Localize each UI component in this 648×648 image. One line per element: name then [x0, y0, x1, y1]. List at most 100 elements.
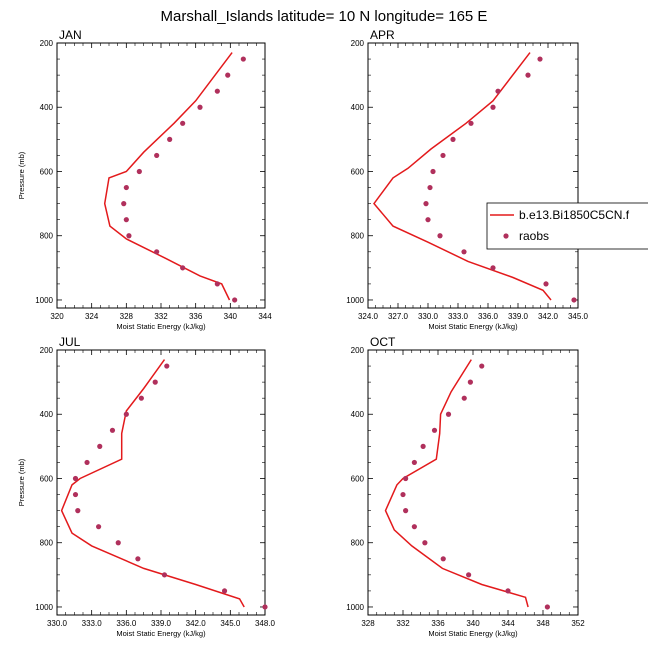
raobs-point: [425, 217, 431, 223]
raobs-point: [123, 411, 129, 417]
legend-entry-raobs: raobs: [519, 229, 549, 243]
raobs-point: [571, 297, 577, 303]
raobs-point: [423, 201, 429, 207]
legend-box: [486, 202, 648, 250]
model-series-line: [103, 52, 233, 301]
plot-frame: [56, 349, 266, 616]
x-tick-label: 333.0: [448, 312, 469, 321]
raobs-point: [197, 104, 203, 110]
x-tick-label: 339.0: [508, 312, 529, 321]
raobs-point: [543, 281, 549, 287]
raobs-point: [427, 184, 433, 191]
y-tick-label: 400: [351, 410, 365, 419]
raobs-point: [138, 395, 144, 401]
raobs-point: [97, 443, 103, 449]
raobs-point: [126, 233, 132, 239]
raobs-point: [440, 556, 446, 562]
chart-title: Marshall_Islands latitude= 10 N longitud…: [160, 8, 488, 25]
x-tick-label: 333.0: [82, 619, 103, 628]
x-axis-label: Moist Static Energy (kJ/kg): [428, 322, 518, 331]
raobs-point: [490, 265, 496, 271]
x-tick-label: 328: [361, 619, 375, 628]
raobs-point: [161, 572, 168, 578]
raobs-point: [115, 540, 121, 546]
raobs-point: [240, 56, 246, 62]
panel-title: APR: [370, 28, 395, 42]
model-series-line: [384, 359, 529, 608]
x-tick-label: 348: [536, 619, 550, 628]
raobs-point: [262, 604, 268, 610]
x-tick-label: 330.0: [418, 312, 439, 321]
x-tick-label: 332: [154, 312, 168, 321]
y-tick-label: 800: [351, 539, 365, 548]
y-tick-label: 600: [40, 167, 54, 176]
raobs-point: [154, 152, 160, 159]
y-tick-label: 200: [40, 39, 54, 48]
y-tick-label: 800: [351, 232, 365, 241]
raobs-point: [440, 152, 446, 159]
x-tick-label: 336.0: [116, 619, 137, 628]
raobs-point: [400, 491, 406, 498]
raobs-point: [467, 379, 473, 385]
panel-title: JUL: [59, 335, 81, 349]
raobs-point: [537, 56, 543, 62]
raobs-point: [450, 136, 456, 142]
raobs-point: [180, 265, 186, 271]
raobs-point: [225, 72, 231, 78]
x-axis-label: Moist Static Energy (kJ/kg): [116, 629, 206, 638]
x-tick-label: 340: [224, 312, 238, 321]
panel-title: JAN: [59, 28, 82, 42]
raobs-point: [72, 491, 79, 498]
x-tick-label: 345.0: [568, 312, 589, 321]
y-tick-label: 400: [40, 103, 54, 112]
y-tick-label: 400: [40, 410, 54, 419]
raobs-point: [180, 120, 186, 126]
x-tick-label: 339.0: [151, 619, 172, 628]
x-tick-label: 336: [189, 312, 203, 321]
x-tick-label: 348.0: [255, 619, 276, 628]
y-tick-label: 600: [351, 167, 365, 176]
y-tick-label: 800: [40, 539, 54, 548]
raobs-point: [403, 508, 409, 514]
raobs-point: [420, 443, 426, 449]
raobs-point: [490, 104, 496, 110]
x-tick-label: 328: [120, 312, 134, 321]
raobs-point: [232, 297, 238, 303]
raobs-point: [72, 475, 79, 482]
panel-apr: APR 324.0 327.0 330.0 333.0 336.0 339.0 342.0 34…: [346, 28, 588, 331]
raobs-point: [411, 524, 417, 530]
y-tick-label: 600: [351, 474, 365, 483]
y-tick-label: 200: [40, 346, 54, 355]
raobs-point: [167, 136, 173, 142]
raobs-point: [214, 88, 220, 94]
legend-entry-model: b.e13.Bi1850C5CN.f: [519, 208, 630, 222]
raobs-point: [75, 508, 81, 514]
model-series-line: [60, 359, 245, 608]
raobs-point: [123, 217, 129, 223]
x-tick-label: 336: [431, 619, 445, 628]
raobs-point: [479, 363, 485, 369]
raobs-point: [214, 281, 220, 287]
raobs-point: [461, 395, 467, 401]
raobs-point: [152, 379, 158, 385]
x-tick-label: 327.0: [388, 312, 409, 321]
model-series-line: [373, 52, 552, 301]
x-tick-label: 336.0: [478, 312, 499, 321]
raobs-point: [164, 363, 170, 369]
raobs-point: [411, 459, 417, 466]
raobs-point: [96, 524, 102, 530]
raobs-point: [495, 88, 501, 94]
y-tick-label: 200: [351, 346, 365, 355]
raobs-point: [135, 556, 141, 562]
raobs-point: [461, 249, 467, 255]
raobs-point: [403, 475, 409, 482]
x-tick-label: 330.0: [47, 619, 68, 628]
raobs-point: [136, 168, 142, 175]
x-tick-label: 320: [50, 312, 64, 321]
raobs-point: [123, 184, 129, 191]
y-tick-label: 1000: [35, 296, 53, 305]
x-tick-label: 340: [466, 619, 480, 628]
panel-oct: OCT 328 332 336 340 344 348 352 200 400 600 800 1000…: [346, 335, 585, 638]
x-tick-label: 332: [396, 619, 410, 628]
